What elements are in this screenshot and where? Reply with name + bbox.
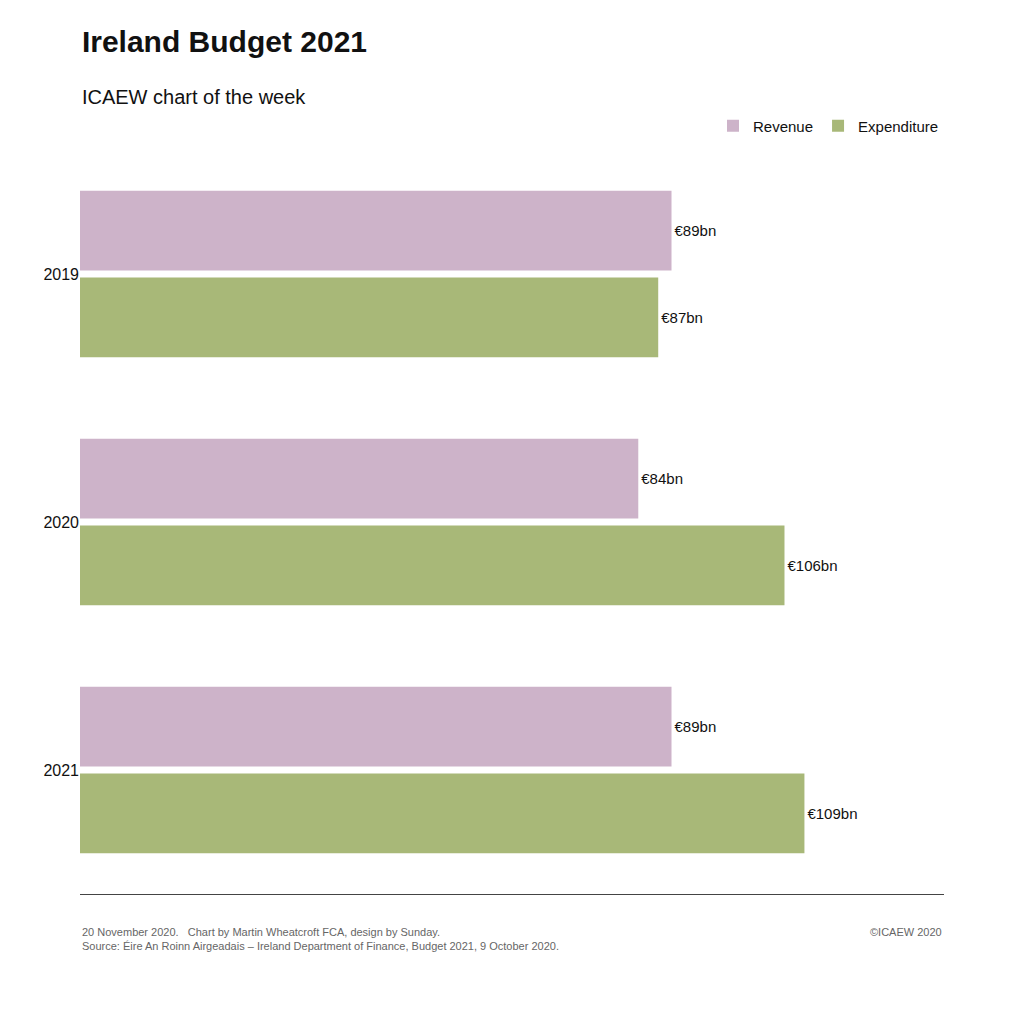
- svg-text:€106bn: €106bn: [787, 557, 837, 574]
- svg-text:Expenditure: Expenditure: [858, 118, 938, 135]
- svg-text:2021: 2021: [43, 762, 79, 779]
- svg-text:€87bn: €87bn: [661, 309, 703, 326]
- svg-text:€84bn: €84bn: [641, 470, 683, 487]
- svg-text:©ICAEW 2020: ©ICAEW 2020: [870, 926, 942, 938]
- svg-text:Revenue: Revenue: [753, 118, 813, 135]
- svg-text:2019: 2019: [43, 266, 79, 283]
- svg-text:€109bn: €109bn: [807, 805, 857, 822]
- svg-text:2020: 2020: [43, 514, 79, 531]
- svg-text:20 November 2020. Chart by M: 20 November 2020. Chart by Martin Wheatc…: [82, 926, 559, 952]
- svg-text:€89bn: €89bn: [675, 718, 717, 735]
- svg-text:ICAEW chart of the week: ICAEW chart of the week: [82, 86, 306, 108]
- svg-text:Ireland Budget 2021: Ireland Budget 2021: [82, 25, 367, 58]
- svg-text:€89bn: €89bn: [675, 222, 717, 239]
